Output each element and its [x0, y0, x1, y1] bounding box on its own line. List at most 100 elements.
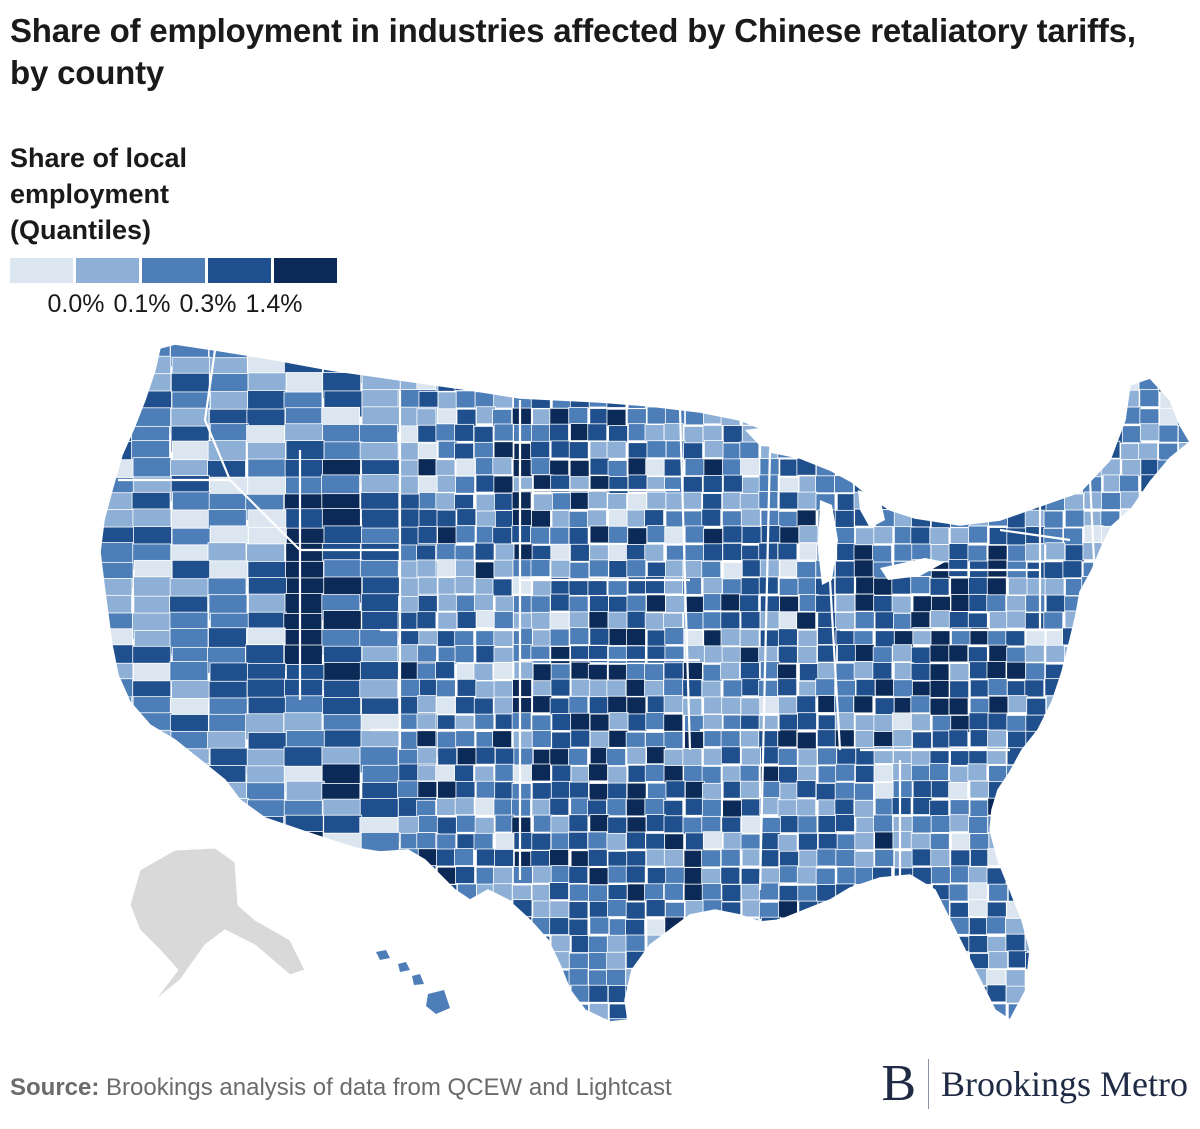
county-cell: [626, 850, 647, 869]
county-cell: [663, 985, 684, 1004]
county-cell: [607, 765, 628, 784]
county-cell: [910, 526, 931, 545]
county-cell: [893, 442, 914, 461]
source-note: Source: Brookings analysis of data from …: [10, 1074, 672, 1102]
county-cell: [798, 542, 819, 561]
county-cell: [892, 729, 913, 747]
county-cell: [854, 644, 875, 662]
county-cell: [1159, 595, 1180, 614]
county-cell: [911, 391, 932, 410]
county-cell: [721, 884, 742, 902]
county-cell: [758, 730, 779, 748]
county-cell: [1063, 916, 1084, 935]
county-cell: [1177, 390, 1190, 409]
county-cell: [720, 661, 740, 680]
county-cell: [931, 715, 952, 733]
county-cell: [418, 951, 439, 969]
county-cell: [874, 424, 895, 442]
county-cell: [246, 833, 285, 861]
county-cell: [932, 884, 952, 903]
county-cell: [493, 423, 514, 442]
county-cell: [854, 374, 875, 393]
county-cell: [702, 493, 723, 511]
county-cell: [1083, 491, 1104, 510]
county-cell: [968, 816, 988, 834]
county-cell: [1158, 731, 1178, 750]
county-cell: [588, 645, 608, 663]
county-cell: [549, 748, 570, 767]
county-cell: [683, 426, 704, 444]
county-cell: [1081, 934, 1102, 953]
county-cell: [835, 392, 856, 410]
county-cell: [513, 423, 534, 442]
county-cell: [1140, 509, 1161, 528]
county-cell: [855, 441, 876, 460]
county-cell: [568, 901, 589, 920]
county-cell: [1120, 731, 1141, 750]
county-cell: [436, 731, 457, 750]
county-cell: [1177, 1003, 1190, 1022]
county-cell: [100, 816, 134, 843]
county-cell: [930, 629, 951, 648]
state-borders: [118, 349, 1097, 891]
county-cell: [721, 816, 742, 835]
county-cell: [1121, 763, 1142, 782]
county-cell: [588, 696, 609, 715]
county-cell: [912, 1002, 932, 1021]
county-cell: [1043, 423, 1064, 442]
county-cell: [758, 390, 779, 409]
county-cell: [970, 848, 990, 867]
county-cell: [246, 883, 286, 911]
county-cell: [797, 884, 818, 903]
county-cell: [1158, 661, 1179, 680]
county-cell: [568, 527, 589, 545]
county-cell: [722, 442, 743, 461]
county-cell: [1006, 407, 1027, 426]
county-cell: [778, 766, 798, 784]
county-cell: [911, 474, 932, 493]
county-cell: [436, 969, 457, 988]
county-cell: [891, 492, 912, 511]
county-cell: [779, 815, 800, 834]
county-cell: [550, 1001, 571, 1020]
county-cell: [437, 884, 458, 902]
county-cell: [418, 815, 438, 833]
county-cell: [1159, 746, 1180, 765]
county-cell: [892, 763, 913, 781]
county-cell: [208, 1020, 248, 1022]
county-cell: [1026, 849, 1047, 868]
county-cell: [1158, 493, 1179, 512]
county-cell: [627, 372, 648, 391]
county-cell: [1064, 884, 1085, 903]
county-cell: [513, 935, 534, 954]
county-cell: [1081, 612, 1102, 631]
county-cell: [532, 579, 553, 597]
county-cell: [473, 441, 494, 460]
county-cell: [645, 458, 666, 477]
county-cell: [475, 935, 496, 954]
county-cell: [1044, 799, 1065, 818]
county-cell: [1139, 527, 1160, 545]
county-cell: [703, 543, 723, 562]
county-cell: [169, 798, 209, 825]
county-cell: [436, 543, 457, 562]
county-cell: [1024, 679, 1045, 698]
county-cell: [1063, 731, 1084, 750]
county-cell: [911, 491, 932, 510]
county-cell: [1043, 611, 1064, 630]
county-cell: [589, 814, 610, 833]
county-cell: [931, 1018, 951, 1022]
county-cell: [454, 442, 475, 461]
county-cell: [929, 476, 950, 495]
county-cell: [701, 765, 722, 784]
county-cell: [493, 441, 514, 460]
county-cell: [874, 457, 895, 476]
county-cell: [741, 559, 762, 578]
county-cell: [1025, 764, 1045, 783]
county-cell: [853, 695, 874, 714]
county-cell: [1024, 833, 1045, 852]
county-cell: [929, 697, 950, 716]
county-cell: [1178, 884, 1190, 903]
county-cell: [912, 357, 933, 376]
county-cell: [722, 578, 742, 597]
